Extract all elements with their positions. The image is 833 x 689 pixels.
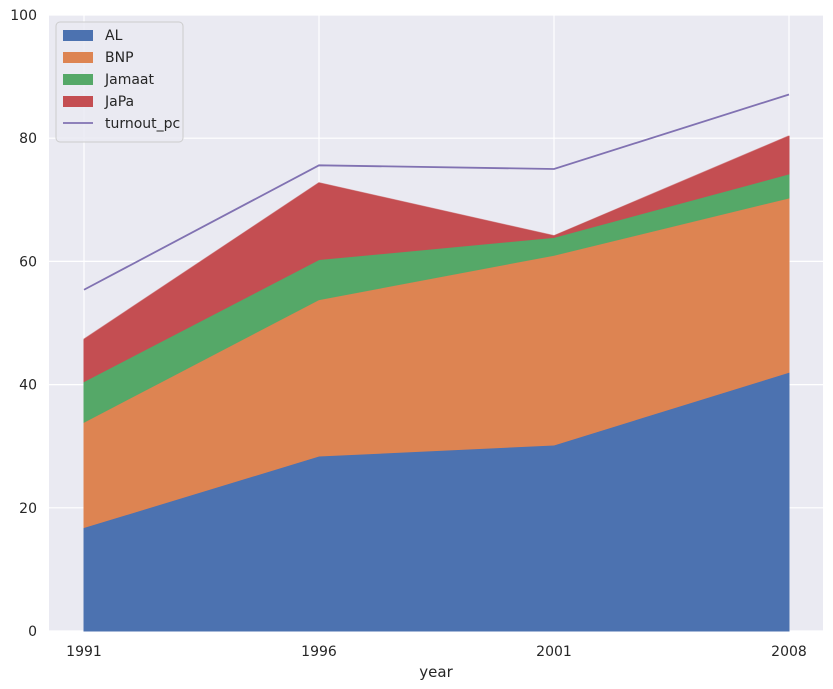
x-tick-label: 1996 bbox=[301, 644, 337, 660]
line-series bbox=[83, 93, 790, 291]
y-tick-label: 20 bbox=[19, 501, 37, 517]
x-axis-ticks: 1991 1996 2001 2008 bbox=[66, 644, 807, 660]
legend-label: turnout_pc bbox=[105, 116, 180, 132]
legend-label: BNP bbox=[105, 50, 134, 66]
legend-label: AL bbox=[105, 28, 123, 44]
x-tick-label: 1991 bbox=[66, 644, 102, 660]
y-tick-label: 100 bbox=[10, 8, 37, 24]
legend-swatch-japa bbox=[63, 96, 93, 107]
area-edge-japa bbox=[83, 135, 790, 341]
legend-label: JaPa bbox=[104, 94, 134, 110]
legend-label: Jamaat bbox=[104, 72, 155, 88]
legend-swatch-bnp bbox=[63, 52, 93, 63]
x-tick-label: 2001 bbox=[536, 644, 572, 660]
y-tick-label: 0 bbox=[28, 624, 37, 640]
x-tick-label: 2008 bbox=[771, 644, 807, 660]
y-tick-label: 80 bbox=[19, 131, 37, 147]
legend-swatch-jamaat bbox=[63, 74, 93, 85]
y-tick-label: 40 bbox=[19, 378, 37, 394]
y-axis-ticks: 0 20 40 60 80 100 bbox=[10, 8, 37, 640]
legend-swatch-al bbox=[63, 30, 93, 41]
area-series bbox=[83, 135, 790, 632]
legend: AL BNP Jamaat JaPa turnout_pc bbox=[55, 21, 184, 143]
line-turnout-pc bbox=[83, 93, 790, 291]
y-tick-label: 60 bbox=[19, 254, 37, 270]
x-axis-label: year bbox=[419, 663, 453, 681]
